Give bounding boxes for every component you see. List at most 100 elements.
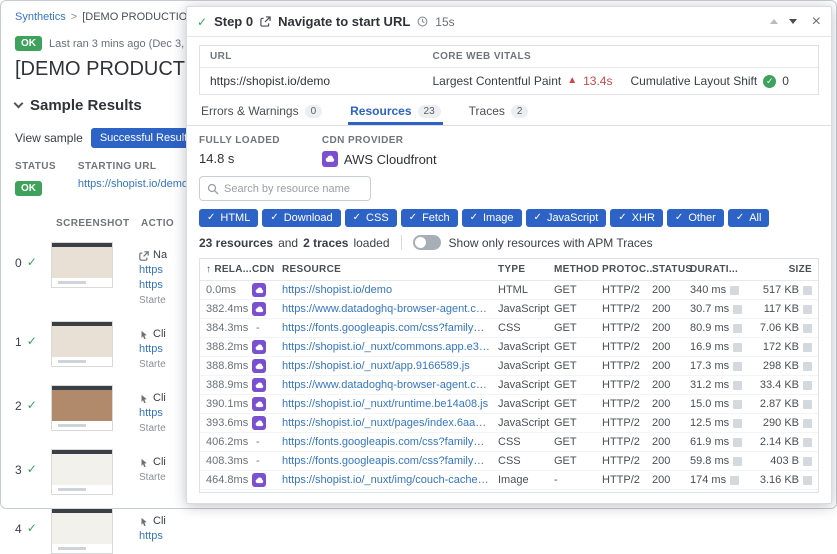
size-bar (803, 342, 812, 352)
resource-cdn-cell: - (252, 455, 282, 467)
screenshot-thumbnail[interactable] (51, 508, 113, 554)
screenshot-thumbnail[interactable] (51, 321, 113, 367)
resource-size: 290 KB (762, 417, 799, 429)
starting-url-link[interactable]: https://shopist.io/demo (78, 178, 201, 190)
resource-search-box[interactable] (199, 176, 371, 201)
screenshot-thumbnail[interactable] (51, 449, 113, 495)
filter-pill[interactable]: ✓ Other (666, 209, 724, 227)
resource-row[interactable]: 382.4ms https://www.datadoghq-browser-ag… (200, 300, 818, 319)
breadcrumb-synthetics-link[interactable]: Synthetics (15, 11, 66, 23)
sample-step-row[interactable]: 3 ✓ Cli (15, 449, 836, 495)
column-header-relative-time[interactable]: ↑ RELA... (200, 264, 252, 275)
column-header-size[interactable]: SIZE (788, 264, 812, 275)
resource-link[interactable]: https://shopist.io/_nuxt/app.9166589.js (282, 360, 470, 372)
check-circle-icon: ✓ (763, 74, 777, 88)
screenshot-thumbnail[interactable] (51, 385, 113, 431)
resource-row[interactable]: 464.8ms https://shopist.io/_nuxt/img/cou… (200, 471, 818, 490)
filter-pill[interactable]: ✓ JavaScript (525, 209, 607, 227)
filter-pill[interactable]: ✓ Fetch (400, 209, 458, 227)
sample-step-row[interactable]: 4 ✓ Cli (15, 508, 836, 554)
resource-link[interactable]: https://shopist.io/_nuxt/img/couch-cache… (282, 474, 498, 486)
step-label: Step 0 (214, 14, 254, 29)
resource-type: JavaScript (498, 379, 550, 391)
search-input[interactable] (224, 182, 363, 195)
step-index: 3 ✓ (15, 449, 51, 477)
filter-label: CSS (366, 212, 389, 224)
tab-label: Errors & Warnings (201, 104, 299, 118)
chevron-down-icon[interactable] (13, 98, 24, 109)
resource-row[interactable]: 388.2ms https://shopist.io/_nuxt/commons… (200, 338, 818, 357)
column-header-status[interactable]: STATUS (652, 264, 693, 275)
tab-errors-warnings[interactable]: Errors & Warnings 0 (199, 103, 324, 125)
resource-row[interactable]: 393.6ms https://shopist.io/_nuxt/pages/i… (200, 414, 818, 433)
resource-row[interactable]: 388.9ms https://www.datadoghq-browser-ag… (200, 376, 818, 395)
close-icon[interactable]: × (811, 12, 821, 30)
sample-step-row[interactable]: 2 ✓ Cli (15, 385, 836, 436)
filter-pill[interactable]: ✓ Image (461, 209, 522, 227)
panel-header: ✓ Step 0 Navigate to start URL 15s × (187, 7, 831, 37)
filter-pill[interactable]: ✓ All (727, 209, 770, 227)
core-web-vitals: Largest Contentful Paint ▲ 13.4s Cumulat… (422, 68, 818, 94)
resources-table-header: ↑ RELA... CDN RESOURCE TYPE METHOD PROTOC… (200, 259, 818, 281)
sample-step-row[interactable]: 1 ✓ Cli (15, 321, 836, 372)
tab-traces[interactable]: Traces 2 (467, 103, 531, 125)
resource-row[interactable]: 390.1ms https://shopist.io/_nuxt/runtime… (200, 395, 818, 414)
sample-step-row[interactable]: 0 ✓ Na (15, 242, 836, 308)
resource-cdn-cell: - (252, 322, 282, 334)
screenshot-thumbnail[interactable] (51, 242, 113, 288)
resource-link[interactable]: https://www.datadoghq-browser-agent.com/… (282, 303, 498, 315)
column-header-protocol[interactable]: PROTOC... (602, 264, 656, 275)
column-header-resource[interactable]: RESOURCE (282, 264, 342, 275)
apm-traces-toggle[interactable] (412, 235, 441, 250)
previous-step-icon[interactable] (769, 19, 778, 24)
resource-link[interactable]: https://fonts.googleapis.com/css?family=… (282, 322, 498, 334)
resource-link[interactable]: https://shopist.io/_nuxt/runtime.be14a08… (282, 398, 489, 410)
resources-summary-row: 23 resources and 2 traces loaded Show on… (199, 235, 819, 250)
resource-size: 172 KB (762, 341, 799, 353)
resource-link[interactable]: https://fonts.googleapis.com/css?family=… (282, 436, 498, 448)
filter-pill[interactable]: ✓ CSS (344, 209, 397, 227)
aws-cloudfront-icon (252, 302, 266, 316)
column-header-duration[interactable]: DURATI... (690, 264, 739, 275)
resource-link[interactable]: https://shopist.io/demo (282, 284, 393, 296)
tab-count-badge: 2 (510, 104, 529, 118)
sample-results-section-header[interactable]: Sample Results (13, 97, 836, 114)
size-bar (803, 437, 812, 447)
resource-duration-cell: 17.3 ms (690, 360, 752, 372)
aws-cloudfront-icon (321, 151, 338, 167)
column-header-method[interactable]: METHOD (554, 264, 600, 275)
resource-link[interactable]: https://fonts.googleapis.com/css?family=… (282, 455, 498, 467)
aws-cloudfront-icon (252, 416, 266, 430)
resource-method: GET (554, 379, 577, 391)
step-detail-panel: ✓ Step 0 Navigate to start URL 15s × URL… (186, 6, 832, 504)
resource-link[interactable]: https://shopist.io/_nuxt/pages/index.6aa… (282, 417, 498, 429)
column-header-type[interactable]: TYPE (498, 264, 526, 275)
next-step-icon[interactable] (788, 19, 797, 24)
action-text: Cli (153, 328, 166, 340)
resource-row[interactable]: 408.3ms - https://fonts.googleapis.com/c… (200, 452, 818, 471)
thumbnail-footer (58, 547, 86, 550)
resource-method: GET (554, 455, 577, 467)
resource-link[interactable]: https://shopist.io/_nuxt/commons.app.e32… (282, 341, 498, 353)
resource-link[interactable]: https://www.datadoghq-browser-agent.com/… (282, 379, 498, 391)
filter-label: XHR (631, 212, 655, 224)
successful-result-tab[interactable]: Successful Result (90, 128, 197, 148)
resource-row[interactable]: 406.2ms - https://fonts.googleapis.com/c… (200, 433, 818, 452)
column-header-cdn[interactable]: CDN (252, 264, 275, 275)
resource-row[interactable]: 388.8ms https://shopist.io/_nuxt/app.916… (200, 357, 818, 376)
resource-row[interactable]: 0.0ms https://shopist.io/demo HTML GET H… (200, 281, 818, 300)
resource-row[interactable]: 384.3ms - https://fonts.googleapis.com/c… (200, 319, 818, 338)
filter-pill[interactable]: ✓ HTML (199, 209, 259, 227)
check-icon: ✓ (735, 212, 745, 223)
resource-size: 2.87 KB (759, 398, 799, 410)
action-text: Na (153, 249, 168, 261)
filter-pill[interactable]: ✓ Download (262, 209, 341, 227)
cdn-provider-block: CDN PROVIDER AWS Cloudfront (321, 135, 437, 167)
thumbnail-image (52, 326, 112, 357)
resource-protocol: HTTP/2 (602, 284, 640, 296)
duration-bar (733, 323, 743, 333)
resource-status: 200 (652, 455, 671, 467)
cursor-click-icon (139, 394, 149, 404)
filter-pill[interactable]: ✓ XHR (610, 209, 663, 227)
tab-resources[interactable]: Resources 23 (348, 103, 443, 125)
